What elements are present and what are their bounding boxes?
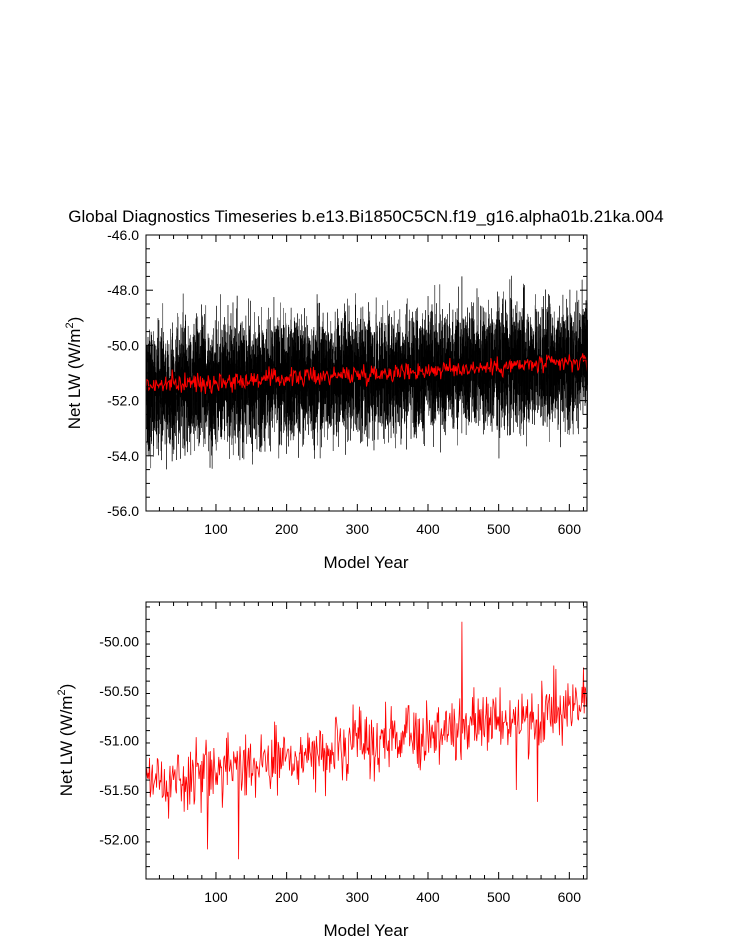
y-tick-label: -56.0 bbox=[107, 503, 139, 519]
y-tick-label: -52.0 bbox=[107, 393, 139, 409]
bottom-y-axis-label-main: Net LW (W/m bbox=[57, 696, 76, 797]
y-tick-label: -50.50 bbox=[99, 683, 139, 699]
x-tick-label: 100 bbox=[204, 889, 228, 905]
y-tick-label: -51.50 bbox=[99, 782, 139, 798]
top-y-axis-label-close: ) bbox=[65, 317, 84, 323]
monthly-series-line bbox=[145, 275, 588, 470]
top-y-axis-label-main: Net LW (W/m bbox=[65, 329, 84, 430]
top-y-axis-label-sup: 2 bbox=[64, 322, 76, 328]
y-tick-label: -46.0 bbox=[107, 227, 139, 243]
x-tick-label: 400 bbox=[416, 889, 440, 905]
annual-series-line bbox=[145, 353, 588, 394]
top-x-axis-label: Model Year bbox=[323, 553, 408, 572]
y-tick-label: -52.00 bbox=[99, 831, 139, 847]
x-tick-label: 300 bbox=[346, 889, 370, 905]
bottom-y-axis-label: Net LW (W/m2) bbox=[56, 684, 76, 797]
chart-title: Global Diagnostics Timeseries b.e13.Bi18… bbox=[68, 207, 663, 226]
x-tick-label: 400 bbox=[416, 521, 440, 537]
x-tick-label: 500 bbox=[487, 521, 511, 537]
y-tick-label: -48.0 bbox=[107, 282, 139, 298]
bottom-y-axis-label-close: ) bbox=[57, 684, 76, 690]
y-tick-label: -54.0 bbox=[107, 448, 139, 464]
y-tick-label: -50.0 bbox=[107, 337, 139, 353]
x-tick-label: 200 bbox=[275, 889, 299, 905]
annual-series-line bbox=[145, 621, 588, 860]
plot-frame bbox=[145, 601, 588, 880]
x-tick-label: 600 bbox=[558, 521, 582, 537]
x-tick-label: 100 bbox=[204, 521, 228, 537]
y-tick-label: -51.00 bbox=[99, 733, 139, 749]
x-tick-label: 500 bbox=[487, 889, 511, 905]
x-tick-label: 600 bbox=[558, 889, 582, 905]
bottom-y-axis-label-sup: 2 bbox=[56, 689, 68, 695]
x-tick-label: 200 bbox=[275, 521, 299, 537]
top-y-axis-label: Net LW (W/m2) bbox=[64, 317, 84, 430]
bottom-x-axis-label: Model Year bbox=[323, 921, 408, 940]
x-tick-label: 300 bbox=[346, 521, 370, 537]
top-plot: 100 200 300 400 500 600 -56.0 -54.0 -52.0 -50.0 -4… bbox=[107, 227, 588, 537]
bottom-plot: 100 200 300 400 500 600 -52.00 -51.50 -51.00 -50.… bbox=[99, 601, 588, 905]
y-tick-label: -50.00 bbox=[99, 634, 139, 650]
